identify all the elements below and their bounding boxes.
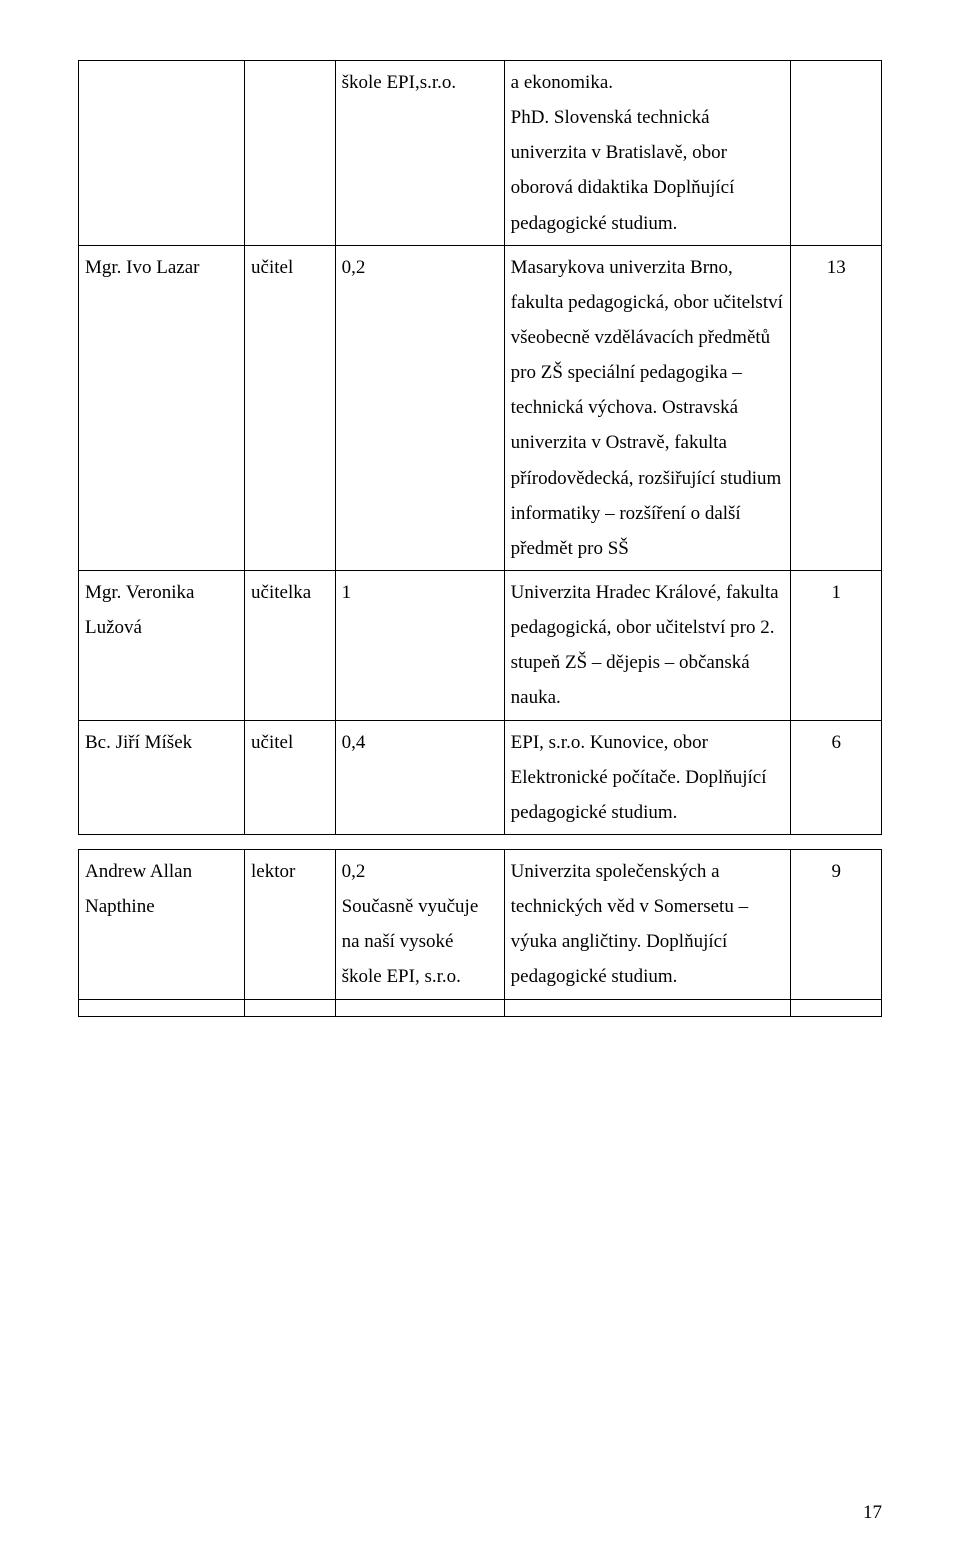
table-row: Mgr. Ivo Lazaručitel0,2Masarykova univer…: [79, 245, 882, 570]
table-cell: 0,2: [335, 245, 504, 570]
table-cell: [335, 999, 504, 1016]
qualification-table-2: Andrew Allan Napthinelektor0,2Současně v…: [78, 849, 882, 1017]
table-row: škole EPI,s.r.o.a ekonomika.PhD. Slovens…: [79, 61, 882, 246]
table-cell: učitelka: [245, 570, 336, 720]
table-row: Mgr. Veronika Lužováučitelka1Univerzita …: [79, 570, 882, 720]
table-cell: učitel: [245, 245, 336, 570]
table-cell: [504, 999, 791, 1016]
table-cell: Bc. Jiří Míšek: [79, 720, 245, 834]
table-cell: Masarykova univerzita Brno, fakulta peda…: [504, 245, 791, 570]
table-cell: EPI, s.r.o. Kunovice, obor Elektronické …: [504, 720, 791, 834]
table-row: Bc. Jiří Míšekučitel0,4EPI, s.r.o. Kunov…: [79, 720, 882, 834]
qualification-table-1: škole EPI,s.r.o.a ekonomika.PhD. Slovens…: [78, 60, 882, 835]
table-cell: Mgr. Ivo Lazar: [79, 245, 245, 570]
table-cell: Andrew Allan Napthine: [79, 849, 245, 999]
table-cell: [79, 61, 245, 246]
table-spacer-row: [79, 999, 882, 1016]
table-cell: [245, 999, 336, 1016]
table-row: Andrew Allan Napthinelektor0,2Současně v…: [79, 849, 882, 999]
table-cell: 6: [791, 720, 882, 834]
table-cell: 13: [791, 245, 882, 570]
table-cell: a ekonomika.PhD. Slovenská technická uni…: [504, 61, 791, 246]
table-cell: 0,2Současně vyučuje na naší vysoké škole…: [335, 849, 504, 999]
table-cell: učitel: [245, 720, 336, 834]
table-cell: 9: [791, 849, 882, 999]
page-number: 17: [863, 1502, 882, 1524]
table-cell: [791, 999, 882, 1016]
table-cell: 1: [791, 570, 882, 720]
table-cell: 1: [335, 570, 504, 720]
table-cell: Univerzita společenských a technických v…: [504, 849, 791, 999]
table-cell: 0,4: [335, 720, 504, 834]
table-cell: Univerzita Hradec Králové, fakulta pedag…: [504, 570, 791, 720]
table1-body: škole EPI,s.r.o.a ekonomika.PhD. Slovens…: [79, 61, 882, 835]
table-cell: [245, 61, 336, 246]
table-cell: lektor: [245, 849, 336, 999]
table-cell: Mgr. Veronika Lužová: [79, 570, 245, 720]
table-cell: [791, 61, 882, 246]
table-cell: škole EPI,s.r.o.: [335, 61, 504, 246]
table2-body: Andrew Allan Napthinelektor0,2Současně v…: [79, 849, 882, 1016]
table-cell: [79, 999, 245, 1016]
